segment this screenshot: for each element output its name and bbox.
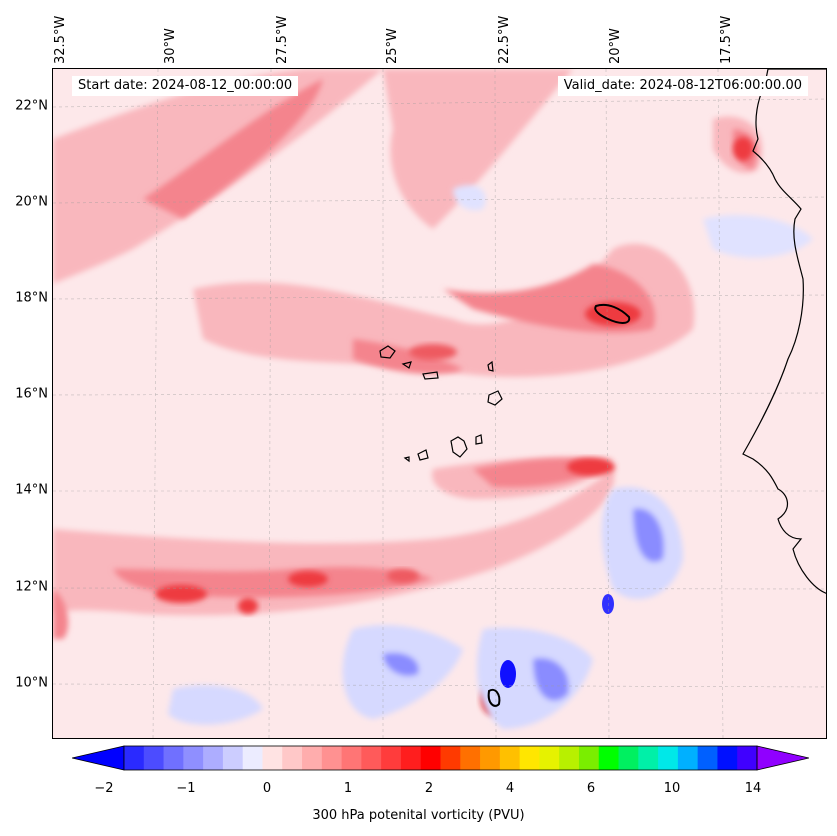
colorbar-segment: [737, 746, 758, 770]
pv-deep-blue-core-2: [602, 594, 614, 614]
colorbar-tick-neg1: −1: [176, 781, 196, 796]
lat-label-20n: 20°N: [15, 194, 48, 210]
colorbar-segment: [460, 746, 481, 770]
colorbar-segment: [143, 746, 165, 770]
lon-label-20w: 20°W: [608, 28, 623, 64]
colorbar-segment: [361, 746, 382, 770]
lon-label-25w: 25°W: [385, 28, 400, 64]
colorbar-segment: [499, 746, 521, 770]
colorbar-segment: [183, 746, 204, 770]
pv-blue-regions: [168, 185, 813, 729]
cape-verde-islands: [379, 345, 503, 463]
colorbar-segment: [677, 746, 699, 770]
lon-label-27-5w: 27.5°W: [275, 15, 290, 64]
pv-contour-18n: [594, 303, 631, 324]
colorbar-segment: [519, 746, 540, 770]
pv-strong-red-cores: [155, 137, 753, 715]
colorbar-segment: [658, 746, 679, 770]
colorbar-segment: [717, 746, 738, 770]
colorbar-segment: [222, 746, 244, 770]
lat-label-22n: 22°N: [15, 98, 48, 114]
colorbar-segment: [480, 746, 501, 770]
colorbar-tick-1: 1: [343, 781, 353, 796]
start-date-box: Start date: 2024-08-12_00:00:00: [72, 76, 299, 96]
colorbar-segment: [440, 746, 461, 770]
lat-label-12n: 12°N: [15, 579, 48, 595]
pv-deep-blue-core: [500, 660, 516, 688]
colorbar-segment: [242, 746, 263, 770]
lon-label-17-5w: 17.5°W: [719, 15, 734, 64]
colorbar-segment: [539, 746, 560, 770]
lat-label-14n: 14°N: [15, 482, 48, 498]
colorbar-segment: [124, 746, 145, 770]
colorbar-segment: [262, 746, 283, 770]
colorbar-tick-10: 10: [663, 781, 681, 796]
colorbar-segment: [282, 746, 303, 770]
colorbar-label: 300 hPa potenital vorticity (PVU): [312, 808, 525, 823]
colorbar-segment: [302, 746, 323, 770]
colorbar-segment: [341, 746, 362, 770]
colorbar-segment: [203, 746, 224, 770]
colorbar-tick-4: 4: [505, 781, 515, 796]
colorbar-segment: [578, 746, 600, 770]
colorbar-outline: [123, 745, 758, 771]
map-gridlines: [53, 69, 826, 738]
colorbar-tick-14: 14: [744, 781, 762, 796]
colorbar-segment: [559, 746, 580, 770]
colorbar-min-extend: [72, 745, 125, 771]
map-panel: [52, 68, 827, 739]
colorbar-segment: [598, 746, 620, 770]
colorbar-segment: [321, 746, 343, 770]
colorbar-segment: [163, 746, 184, 770]
colorbar-max-extend: [756, 745, 809, 771]
colorbar-segment: [420, 746, 441, 770]
lat-label-16n: 16°N: [15, 386, 48, 402]
pv-field-map: [53, 69, 826, 738]
pv-contour-10n: [487, 688, 501, 707]
colorbar-tick-6: 6: [586, 781, 596, 796]
colorbar-segment: [697, 746, 718, 770]
lat-label-18n: 18°N: [15, 290, 48, 306]
colorbar-tick-2: 2: [424, 781, 434, 796]
colorbar-segment: [381, 746, 402, 770]
lon-label-22-5w: 22.5°W: [497, 15, 512, 64]
colorbar-tick-0: 0: [262, 781, 272, 796]
africa-coastline: [742, 69, 826, 594]
lat-label-10n: 10°N: [15, 675, 48, 691]
colorbar-segment: [400, 746, 422, 770]
lon-label-32-5w: 32.5°W: [53, 15, 68, 64]
valid-date-box: Valid_date: 2024-08-12T06:00:00.00: [557, 76, 808, 96]
colorbar-tick-neg2: −2: [94, 781, 114, 796]
colorbar: [72, 745, 809, 771]
colorbar-segment: [638, 746, 659, 770]
lon-label-30w: 30°W: [163, 28, 178, 64]
colorbar-segment: [618, 746, 639, 770]
